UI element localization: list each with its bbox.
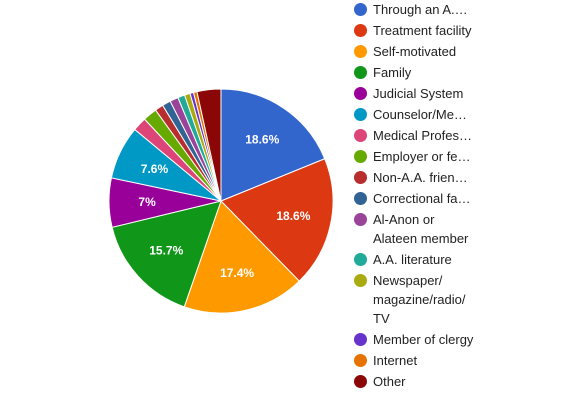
slice-label: 17.4% [220, 266, 254, 280]
pie-slice[interactable] [111, 200, 222, 308]
legend-item[interactable]: Through an A.… [354, 0, 478, 19]
legend-item[interactable]: Internet [354, 351, 478, 370]
legend-swatch [354, 333, 367, 346]
legend-swatch [354, 253, 367, 266]
legend-item[interactable]: A.A. literature [354, 250, 478, 269]
legend-label: Internet [373, 353, 418, 368]
pie-slice[interactable] [183, 200, 300, 314]
legend-label: Family [373, 65, 412, 80]
legend-swatch [354, 192, 367, 205]
legend-item[interactable]: Member of clergy [354, 330, 478, 349]
slice-label: 7% [138, 195, 156, 209]
legend-swatch [354, 45, 367, 58]
legend-item[interactable]: Counselor/Me… [354, 105, 478, 124]
legend-item[interactable]: Al-Anon or Alateen member [354, 210, 478, 248]
legend-item[interactable]: Treatment facility [354, 21, 478, 40]
legend-label: A.A. literature [373, 252, 452, 267]
legend-label: Through an A.… [373, 2, 468, 17]
legend-swatch [354, 354, 367, 367]
legend-swatch [354, 87, 367, 100]
legend-item[interactable]: Family [354, 63, 478, 82]
legend-item[interactable]: Newspaper/ magazine/radio/ TV [354, 271, 478, 328]
slice-label: 15.7% [149, 244, 183, 258]
legend-label: Medical Profes… [373, 128, 472, 143]
legend-item[interactable]: Medical Profes… [354, 126, 478, 145]
legend-swatch [354, 129, 367, 142]
legend-swatch [354, 274, 367, 287]
legend-item[interactable]: Correctional fa… [354, 189, 478, 208]
legend-label: Treatment facility [373, 23, 472, 38]
legend-swatch [354, 171, 367, 184]
pie-slice[interactable] [220, 88, 326, 202]
legend-swatch [354, 24, 367, 37]
legend-swatch [354, 3, 367, 16]
pie-slice[interactable] [196, 88, 222, 202]
legend-swatch [354, 108, 367, 121]
legend-label: Employer or fe… [373, 149, 471, 164]
slice-label: 18.6% [276, 209, 310, 223]
legend-swatch [354, 213, 367, 226]
legend-label: Judicial System [373, 86, 464, 101]
legend-swatch [354, 150, 367, 163]
legend-item[interactable]: Non-A.A. frien… [354, 168, 478, 187]
legend-item[interactable]: Judicial System [354, 84, 478, 103]
legend-swatch [354, 66, 367, 79]
legend-item[interactable]: Employer or fe… [354, 147, 478, 166]
legend-label: Al-Anon or Alateen member [373, 212, 469, 246]
legend-swatch [354, 375, 367, 388]
legend-label: Newspaper/ magazine/radio/ TV [373, 273, 466, 326]
pie-slice[interactable] [220, 158, 334, 282]
legend-label: Non-A.A. frien… [373, 170, 468, 185]
legend-label: Member of clergy [373, 332, 474, 347]
slice-label: 7.6% [141, 162, 169, 176]
legend-label: Other [373, 374, 406, 389]
legend-item[interactable]: Self-motivated [354, 42, 478, 61]
legend-item[interactable]: Other [354, 372, 478, 391]
legend-label: Counselor/Me… [373, 107, 467, 122]
legend-label: Self-motivated [373, 44, 457, 59]
slice-label: 18.6% [245, 133, 279, 147]
legend-label: Correctional fa… [373, 191, 471, 206]
